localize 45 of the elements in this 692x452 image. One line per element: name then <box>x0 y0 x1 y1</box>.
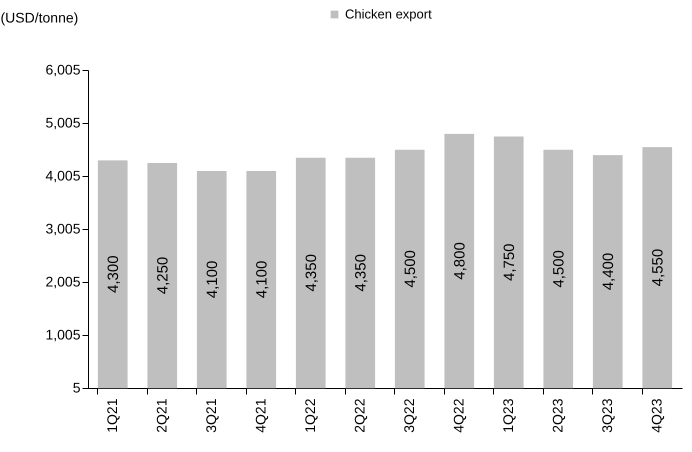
data-label: 4,500 <box>550 250 568 288</box>
bar <box>147 163 178 388</box>
bar <box>345 158 376 388</box>
data-label: 4,100 <box>204 260 221 298</box>
y-tick-label: 6,005 <box>45 62 81 78</box>
bar <box>494 136 524 388</box>
x-tick-label: 3Q23 <box>598 398 615 433</box>
data-label: 4,350 <box>352 254 370 292</box>
data-label: 4,300 <box>104 255 122 293</box>
bar <box>196 170 227 388</box>
y-tick-label: 4,005 <box>45 168 81 184</box>
bar <box>246 170 276 388</box>
bar <box>444 134 474 388</box>
x-tick-label: 4Q23 <box>648 398 664 433</box>
x-tick-label: 1Q22 <box>302 398 318 433</box>
y-tick-label: 2,005 <box>45 274 81 290</box>
y-tick-label: 3,005 <box>45 220 81 236</box>
data-label: 4,500 <box>402 250 419 288</box>
data-label: 4,550 <box>649 248 666 286</box>
y-axis-title: (USD/tonne) <box>0 10 78 26</box>
x-tick-label: 2Q21 <box>153 398 170 433</box>
bar <box>592 155 623 388</box>
y-tick-label: 1,005 <box>45 326 81 342</box>
bar <box>394 150 425 388</box>
x-tick-label: 2Q23 <box>549 398 566 433</box>
x-tick-label: 3Q22 <box>400 398 417 433</box>
data-label: 4,250 <box>154 256 172 294</box>
data-label: 4,800 <box>451 242 468 280</box>
bar <box>642 147 672 388</box>
bar <box>296 158 326 388</box>
x-tick-label: 4Q21 <box>252 398 268 433</box>
data-label: 4,400 <box>600 252 617 290</box>
x-tick-label: 1Q21 <box>104 398 120 433</box>
x-tick-label: 1Q23 <box>500 398 516 433</box>
bar <box>543 150 574 388</box>
x-tick-label: 2Q22 <box>351 398 368 433</box>
y-tick-label: 5 <box>72 380 81 396</box>
bar <box>98 160 128 388</box>
data-label: 4,350 <box>302 254 320 292</box>
data-label: 4,750 <box>500 243 518 282</box>
y-tick-label: 5,005 <box>45 114 81 130</box>
x-tick-label: 3Q21 <box>202 398 219 433</box>
legend-label: Chicken export <box>345 6 432 22</box>
x-tick-label: 4Q22 <box>450 398 466 433</box>
data-label: 4,100 <box>253 260 270 298</box>
